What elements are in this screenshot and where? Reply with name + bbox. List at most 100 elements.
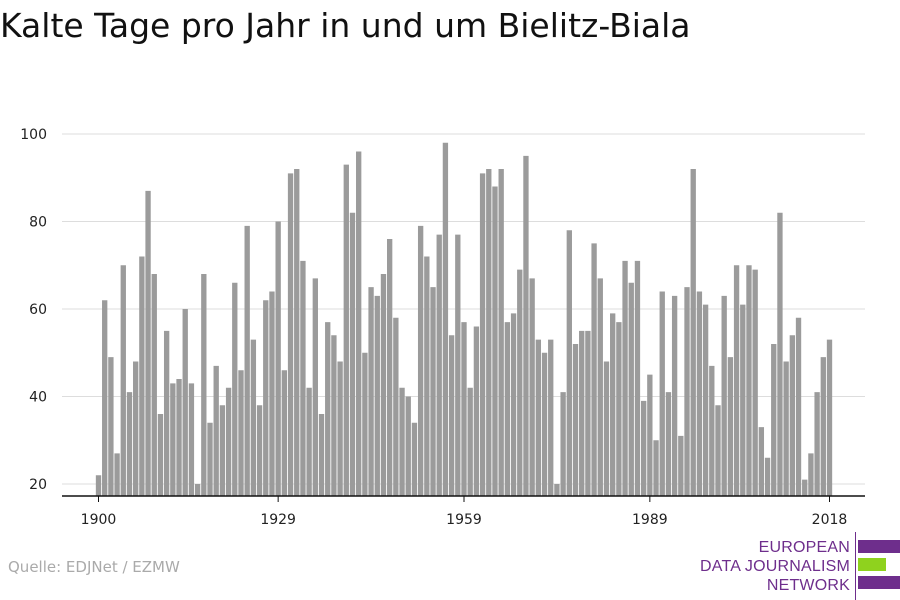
x-tick-label: 2018: [812, 512, 848, 528]
bar-1982: [603, 361, 610, 496]
bar-1979: [585, 330, 591, 497]
chart-title: Kalte Tage pro Jahr in und um Bielitz-Bi…: [0, 6, 691, 45]
bar-2011: [783, 361, 789, 496]
bar-1930: [281, 370, 288, 496]
bar-1998: [702, 304, 709, 497]
bar-1926: [256, 405, 263, 496]
bar-1903: [114, 453, 120, 497]
bar-2015: [808, 453, 814, 497]
bars: [95, 142, 833, 497]
bar-1905: [126, 392, 133, 497]
x-axis-ticks: 1900 1929 1959 1989 2018: [81, 496, 848, 528]
bar-1929: [275, 221, 281, 496]
bar-1993: [671, 295, 678, 497]
bar-1941: [349, 212, 356, 496]
bar-2006: [752, 269, 758, 497]
bar-1967: [510, 313, 517, 497]
bar-1945: [374, 295, 380, 497]
bar-1990: [653, 440, 659, 496]
bar-1987: [634, 260, 641, 497]
bar-1963: [486, 169, 492, 496]
bar-1966: [504, 322, 511, 497]
bar-1921: [225, 387, 232, 496]
bar-1924: [244, 225, 250, 497]
bar-1997: [696, 291, 703, 496]
bar-1951: [411, 422, 418, 496]
bar-1914: [182, 309, 188, 496]
bar-1933: [300, 260, 306, 497]
bar-1901: [102, 300, 108, 496]
bar-1988: [640, 400, 647, 497]
bar-1961: [473, 326, 480, 496]
bar-1911: [163, 330, 170, 497]
y-tick-label: 20: [29, 477, 47, 493]
bar-2016: [814, 392, 820, 497]
bar-1948: [393, 317, 399, 496]
bar-1907: [139, 256, 145, 496]
bar-1915: [188, 383, 195, 497]
logo-divider: [855, 532, 856, 600]
x-tick-label: 1900: [81, 512, 117, 528]
bar-1904: [120, 265, 126, 496]
bar-1902: [108, 357, 114, 497]
bar-1912: [170, 383, 176, 497]
logo-line-1: EUROPEAN: [758, 539, 850, 556]
bar-1955: [436, 234, 442, 497]
x-tick-label: 1929: [260, 512, 296, 528]
edjnet-logo[interactable]: EUROPEAN DATA JOURNALISM NETWORK: [700, 532, 900, 600]
bar-1925: [250, 339, 257, 497]
bar-1913: [176, 379, 182, 496]
bar-2012: [789, 335, 795, 496]
bar-2018: [826, 339, 833, 497]
bar-1970: [529, 278, 535, 497]
bar-1965: [498, 169, 504, 496]
logo-bar-bottom: [858, 576, 900, 589]
bar-1916: [194, 484, 201, 496]
bar-1931: [287, 173, 294, 497]
bar-1943: [362, 352, 368, 496]
bar-1928: [269, 291, 275, 496]
bar-1938: [331, 335, 337, 496]
source-note: Quelle: EDJNet / EZMW: [8, 558, 180, 576]
bar-2007: [758, 427, 765, 497]
bar-1935: [312, 278, 318, 497]
bar-1975: [560, 392, 566, 497]
bar-2005: [746, 265, 752, 496]
bar-1919: [213, 365, 219, 497]
logo-text: EUROPEAN DATA JOURNALISM NETWORK: [700, 538, 850, 595]
logo-bar-middle: [858, 558, 886, 571]
bar-1918: [207, 422, 213, 496]
bar-1900: [95, 475, 102, 496]
bar-1959: [461, 322, 467, 497]
y-axis-ticks: 20 40 60 80 100: [20, 127, 47, 493]
bar-1968: [517, 269, 523, 497]
bar-1917: [201, 274, 207, 496]
bar-2003: [733, 265, 740, 496]
bar-1972: [541, 352, 548, 496]
bar-1989: [647, 374, 653, 497]
bar-1978: [579, 330, 585, 497]
bar-2010: [777, 212, 783, 496]
bar-1923: [238, 370, 244, 496]
bar-1946: [380, 274, 387, 496]
bar-1922: [232, 282, 238, 496]
bar-1957: [448, 335, 455, 496]
bar-2008: [764, 457, 771, 496]
y-tick-label: 60: [29, 302, 47, 318]
bar-1944: [368, 287, 374, 497]
bar-1952: [417, 225, 424, 497]
bar-1937: [325, 322, 331, 497]
bar-1936: [318, 414, 325, 496]
bar-2001: [721, 295, 727, 497]
bar-1994: [678, 435, 684, 497]
bar-1996: [690, 169, 696, 496]
bar-1985: [622, 260, 628, 497]
logo-bar-top: [858, 540, 900, 553]
bar-1977: [572, 344, 579, 496]
logo-line-3: NETWORK: [766, 577, 850, 594]
bar-1906: [133, 361, 139, 496]
bar-1954: [430, 287, 436, 497]
y-tick-label: 40: [29, 390, 47, 406]
bar-1947: [387, 239, 393, 496]
